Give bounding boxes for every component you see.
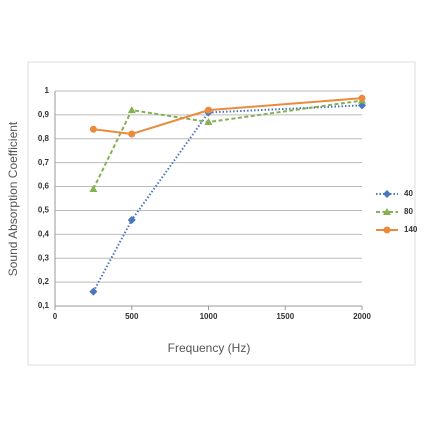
- legend-marker: [383, 190, 391, 198]
- legend-label: 40: [404, 189, 413, 198]
- legend-marker: [383, 226, 391, 234]
- y-tick-label: 0,8: [38, 134, 50, 143]
- data-point: [204, 118, 213, 126]
- x-tick-label: 500: [125, 312, 139, 321]
- data-point: [128, 130, 136, 138]
- series-line: [93, 97, 363, 136]
- data-point: [205, 106, 212, 114]
- x-axis-title: Frequency (Hz): [168, 341, 251, 355]
- y-tick-label: 0,6: [38, 182, 50, 191]
- x-tick-label: 1500: [276, 312, 294, 321]
- y-tick-label: 0,5: [38, 206, 50, 215]
- x-tick-label: 2000: [353, 312, 371, 321]
- series-line: [92, 99, 363, 190]
- data-point: [89, 125, 97, 133]
- data-point: [89, 287, 98, 296]
- series-line: [92, 104, 363, 293]
- y-tick-label: 0,1: [38, 301, 50, 310]
- y-axis-title: Sound Absorption Coefficient: [6, 121, 20, 276]
- x-tick-label: 0: [53, 312, 58, 321]
- y-tick-label: 0,2: [38, 277, 50, 286]
- x-tick-label: 1000: [200, 312, 218, 321]
- y-tick-label: 1: [45, 86, 50, 95]
- data-point: [89, 184, 98, 192]
- chart-border: [27, 61, 416, 366]
- data-point: [358, 94, 366, 102]
- y-tick-label: 0,4: [38, 229, 50, 238]
- legend-marker: [383, 208, 391, 215]
- legend-label: 80: [404, 207, 413, 216]
- legend-label: 140: [404, 225, 418, 234]
- y-tick-label: 0,7: [38, 158, 50, 167]
- y-tick-label: 0,3: [38, 253, 50, 262]
- data-point: [127, 216, 136, 224]
- y-tick-label: 0,9: [38, 110, 50, 119]
- data-point: [127, 106, 136, 114]
